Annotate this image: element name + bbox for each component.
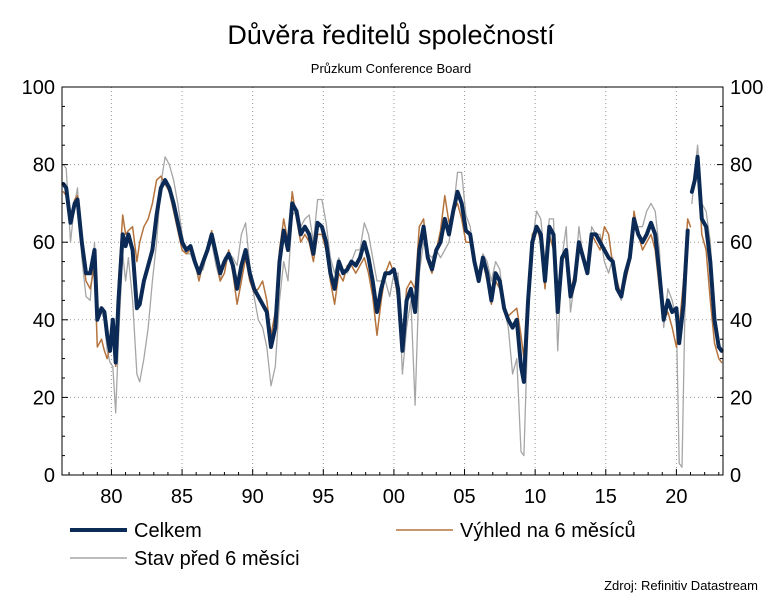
- y-tick-label-right: 20: [730, 387, 752, 409]
- y-tick-label-left: 60: [33, 232, 55, 254]
- x-tick-label: 00: [383, 486, 405, 508]
- series-line-0-segment-1: [689, 154, 724, 353]
- x-tick-label: 10: [524, 486, 546, 508]
- y-axis-left-labels: 0 20 40 60 80 100: [22, 77, 55, 487]
- legend: Celkem Výhled na 6 měsíců Stav před 6 mě…: [70, 520, 636, 570]
- y-tick-label-left: 100: [22, 77, 55, 99]
- x-tick-label: 80: [100, 486, 122, 508]
- x-tick-label: 90: [242, 486, 264, 508]
- y-tick-label-left: 0: [44, 465, 55, 487]
- x-axis-labels: 80 85 90 95 00 05 10 15 20: [100, 486, 687, 508]
- y-tick-label-right: 40: [730, 310, 752, 332]
- axis-ticks: [62, 86, 723, 476]
- legend-label-vyhled: Výhled na 6 měsíců: [460, 520, 636, 542]
- x-tick-label: 15: [595, 486, 617, 508]
- legend-label-stav: Stav před 6 měsíci: [134, 548, 300, 570]
- y-tick-label-left: 40: [33, 310, 55, 332]
- x-tick-label: 95: [312, 486, 334, 508]
- chart-title: Důvěra ředitelů společností: [227, 20, 555, 50]
- x-tick-label: 05: [453, 486, 475, 508]
- grid: [62, 87, 723, 475]
- y-tick-label-left: 20: [33, 387, 55, 409]
- x-tick-label: 85: [171, 486, 193, 508]
- y-axis-right-labels: 0 20 40 60 80 100: [730, 77, 763, 487]
- x-tick-label: 20: [665, 486, 687, 508]
- y-tick-label-right: 60: [730, 232, 752, 254]
- series-lines: [61, 144, 724, 468]
- y-tick-label-right: 0: [730, 465, 741, 487]
- y-tick-label-right: 100: [730, 77, 763, 99]
- series-line-0-segment-0: [61, 178, 690, 384]
- y-tick-label-right: 80: [730, 155, 752, 177]
- legend-label-celkem: Celkem: [134, 520, 202, 542]
- chart-subtitle: Průzkum Conference Board: [311, 61, 471, 76]
- y-tick-label-left: 80: [33, 155, 55, 177]
- source-note: Zdroj: Refinitiv Datastream: [604, 578, 758, 593]
